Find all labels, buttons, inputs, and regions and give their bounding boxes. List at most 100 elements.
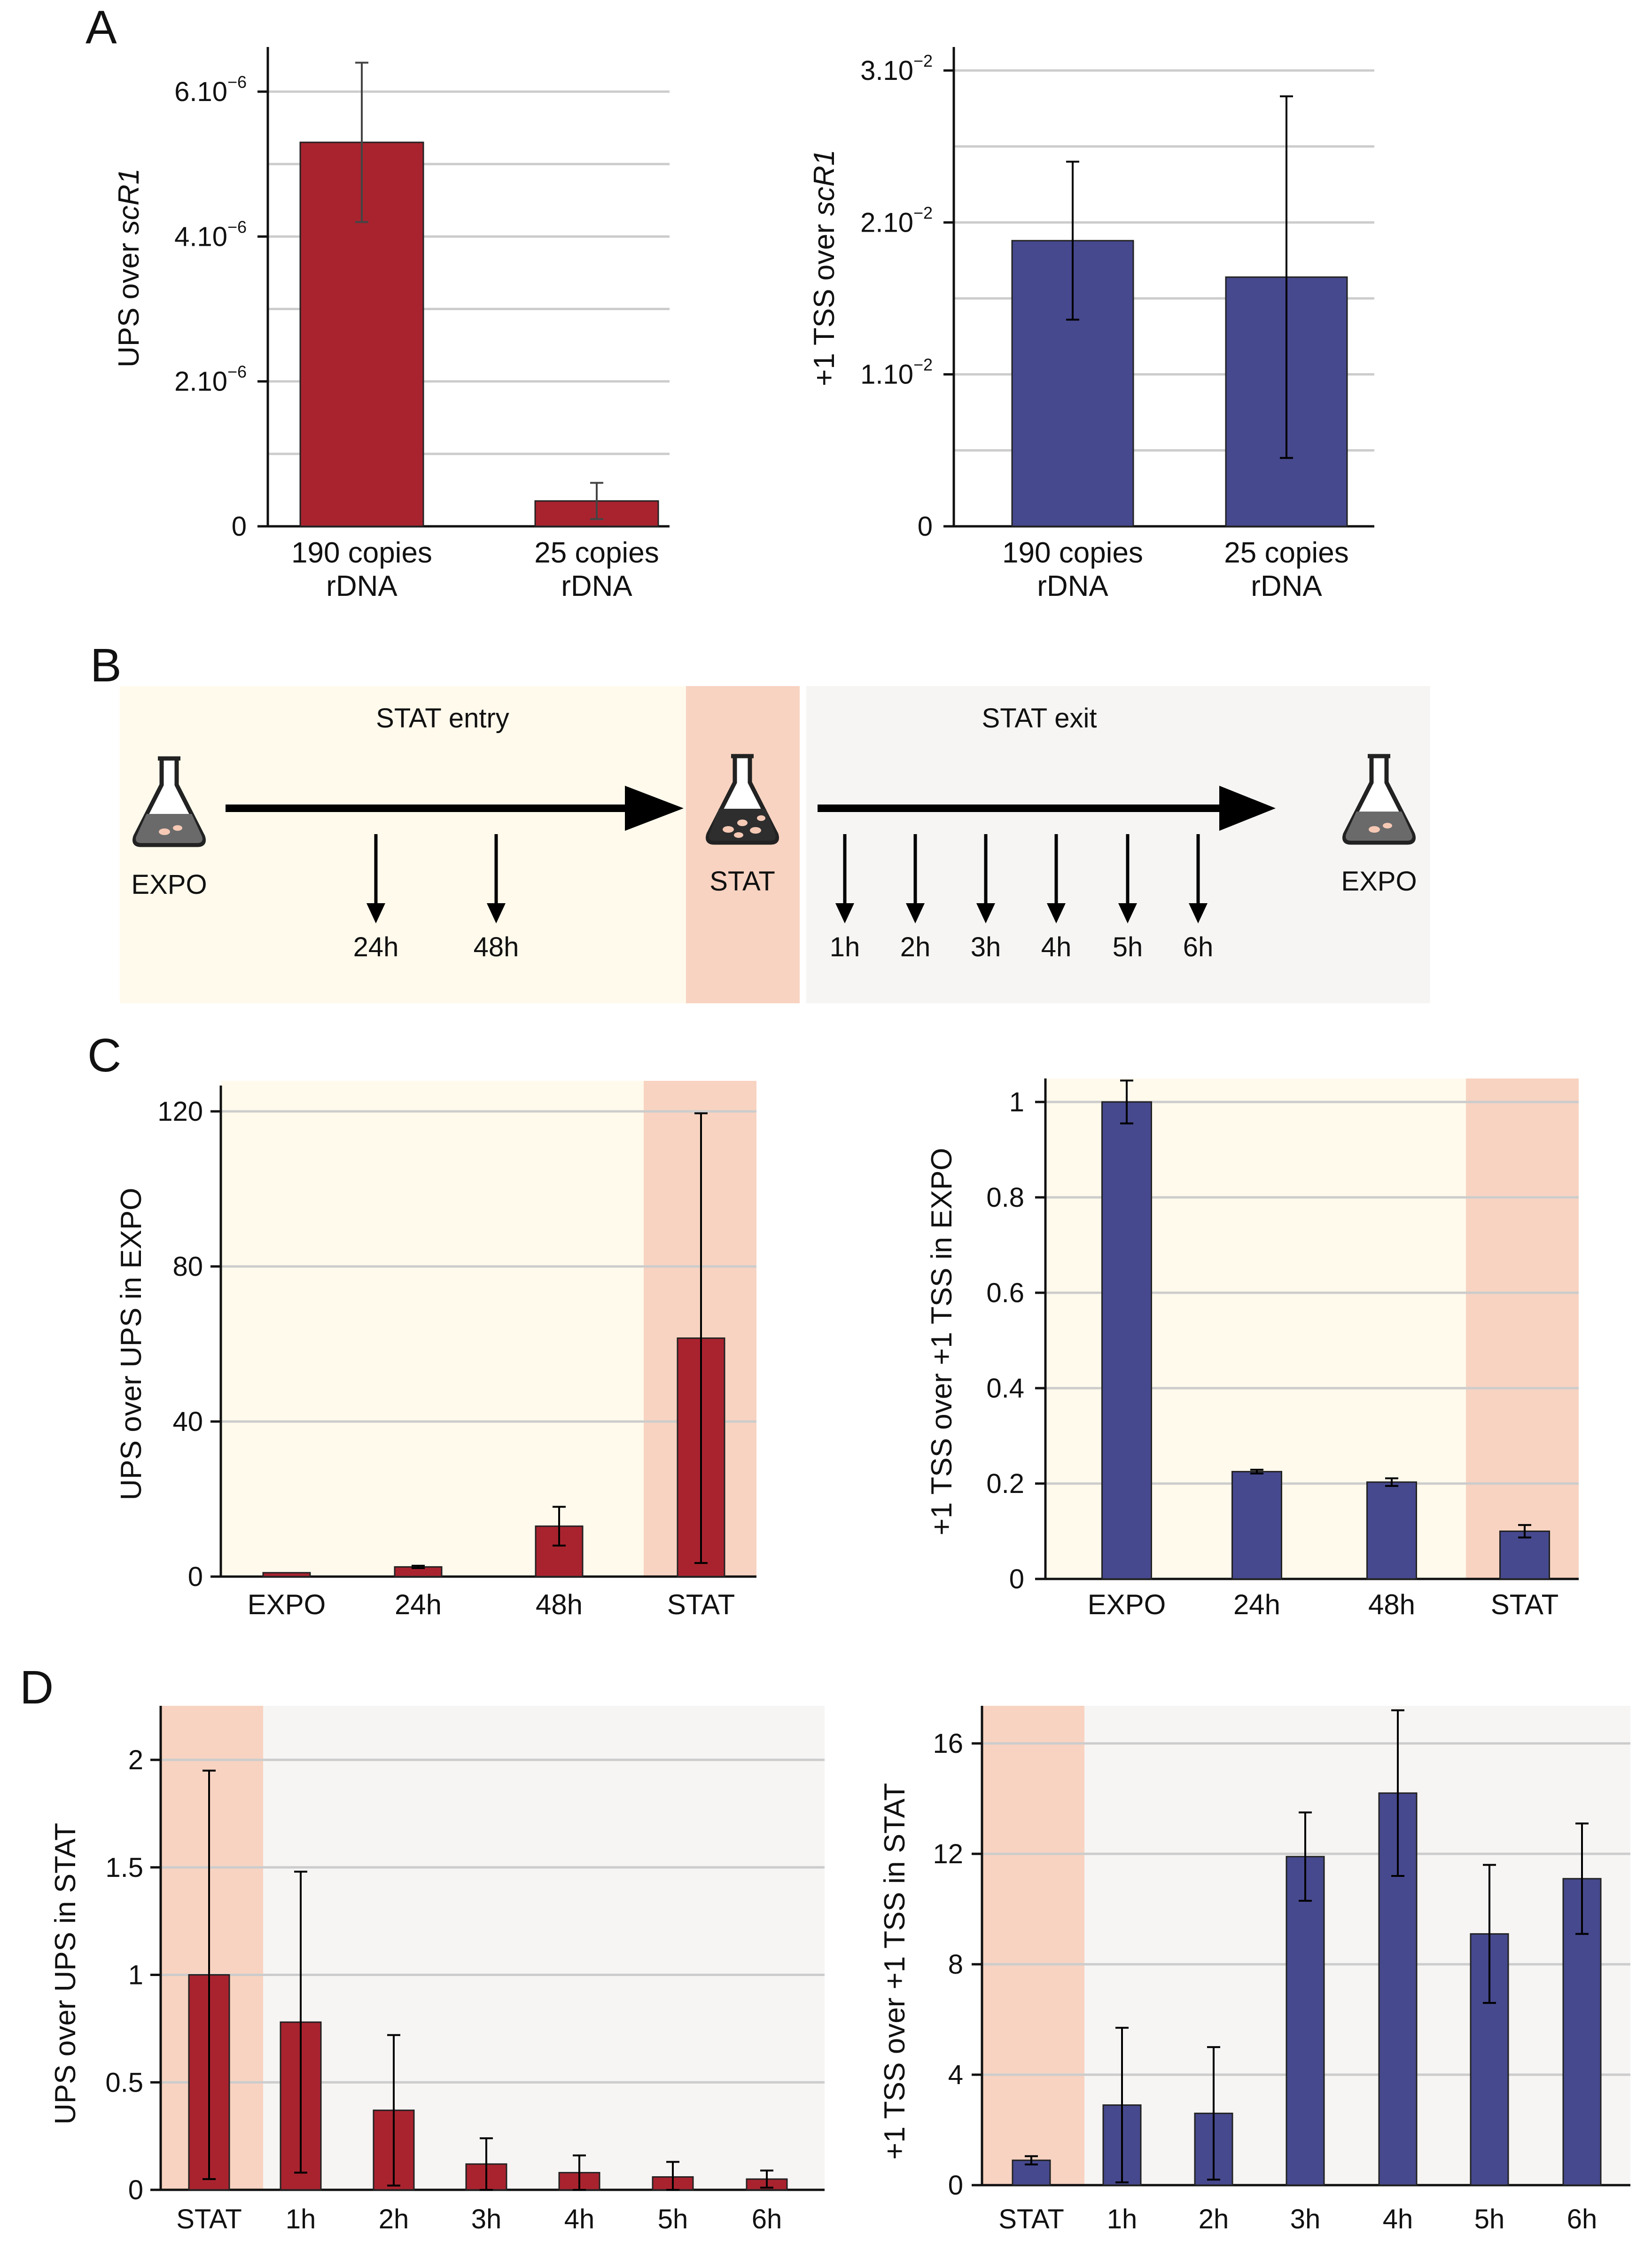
x-tick-label: 5h (658, 2204, 688, 2234)
entry-time-label-24h: 24h (353, 932, 399, 962)
y-axis-label: UPS over scR1 (113, 168, 145, 367)
x-tick-label: STAT (176, 2204, 242, 2234)
bar-2 (1366, 1481, 1417, 1580)
bar-3 (1499, 1531, 1550, 1580)
y-tick-label: 0 (128, 2175, 143, 2205)
exit-time-arrowhead-4h (1047, 903, 1066, 923)
chart-d-tss-over-stat: 0 4 8 12 16 +1 TSS over +1 TSS in STAT STAT 1h 2… (879, 1706, 1630, 2234)
y-tick-label: 1.10−2 (860, 355, 933, 390)
chart-d-ups-over-stat: 0 0.5 1 1.5 2 UPS over UPS in STAT STAT 1h 2h 3h 4… (49, 1706, 825, 2234)
stat-entry-arrowhead (625, 786, 684, 831)
bar-1 (1231, 1471, 1282, 1580)
x-tick-label: 48h (536, 1589, 583, 1620)
entry-timepoints: 24h 48h (353, 834, 519, 962)
x-tick-label: 48h (1368, 1589, 1415, 1620)
panel-label-b: B (90, 639, 122, 692)
x-tick-label: 1h (286, 2204, 316, 2234)
y-tick-label: 120 (157, 1096, 203, 1127)
chart-a-tss-over-scr1: 0 1.10−2 2.10−2 3.10−2 +1 TSS over scR1 190 c… (808, 47, 1374, 602)
y-tick-label: 16 (933, 1728, 963, 1759)
y-tick-label: 4.10−6 (174, 217, 247, 252)
exit-time-label-2h: 2h (900, 932, 931, 962)
exit-time-arrowhead-5h (1118, 903, 1137, 923)
exit-time-label-6h: 6h (1183, 932, 1214, 962)
x-tick-label: 3h (471, 2204, 502, 2234)
y-tick-label: 0.8 (986, 1182, 1024, 1213)
x-tick-label: 5h (1474, 2204, 1505, 2234)
y-tick-label: 2.10−2 (860, 203, 933, 238)
exit-time-label-3h: 3h (971, 932, 1001, 962)
x-tick-label-line2: rDNA (326, 570, 397, 602)
exit-time-arrowhead-6h (1189, 903, 1208, 923)
x-tick-label: 24h (395, 1589, 442, 1620)
y-tick-label: 2 (128, 1745, 143, 1775)
x-tick-label: 190 copies (291, 537, 432, 569)
stat-exit-label: STAT exit (982, 703, 1097, 734)
y-axis-label: UPS over UPS in EXPO (115, 1187, 148, 1500)
exit-time-arrowhead-2h (906, 903, 925, 923)
flask-expo-end-icon (1342, 754, 1416, 845)
stat-entry-background (120, 686, 686, 1003)
entry-time-arrowhead-24h (366, 903, 385, 923)
x-tick-label: 25 copies (1224, 537, 1348, 569)
y-tick-label: 8 (948, 1949, 963, 1980)
stat-highlight (1466, 1078, 1579, 1579)
plot-background (161, 1706, 825, 2190)
x-tick-label: 4h (1383, 2204, 1413, 2234)
x-tick-label-line2: rDNA (1251, 570, 1322, 602)
panel-label-a: A (86, 1, 117, 54)
y-tick-label: 0.2 (986, 1469, 1024, 1499)
y-tick-label: 0 (188, 1562, 203, 1592)
y-tick-label: 6.10−6 (174, 72, 247, 107)
exit-time-label-4h: 4h (1041, 932, 1072, 962)
x-tick-label-line2: rDNA (1037, 570, 1108, 602)
y-tick-label: 0 (232, 511, 247, 542)
x-tick-label-line2: rDNA (561, 570, 632, 602)
x-tick-label: 2h (1199, 2204, 1229, 2234)
x-tick-label: STAT (1491, 1589, 1558, 1620)
bar-3 (1286, 1856, 1325, 2186)
flask-expo-start-icon (132, 756, 206, 847)
flask-stat-label: STAT (709, 866, 775, 897)
y-tick-label: 1 (128, 1960, 143, 1991)
x-tick-label: 24h (1233, 1589, 1280, 1620)
x-tick-label: 1h (1107, 2204, 1138, 2234)
x-tick-label: 2h (379, 2204, 409, 2234)
chart-a-ups-over-scr1: 0 2.10−6 4.10−6 6.10−6 UPS over scR1 190 copi… (113, 47, 670, 602)
entry-time-arrowhead-48h (487, 903, 506, 923)
flask-end-label: EXPO (1341, 866, 1417, 897)
x-tick-label: 4h (564, 2204, 595, 2234)
x-tick-label: EXPO (248, 1589, 326, 1620)
y-axis-label: +1 TSS over +1 TSS in STAT (879, 1783, 911, 2160)
exit-time-label-5h: 5h (1113, 932, 1143, 962)
y-tick-label: 0.4 (986, 1373, 1024, 1404)
exit-time-arrowhead-1h (835, 903, 854, 923)
flask-stat-icon (706, 754, 779, 845)
x-tick-label: 25 copies (534, 537, 659, 569)
flask-start-label: EXPO (131, 869, 207, 900)
stat-entry-label: STAT entry (376, 703, 509, 734)
chart-c-tss-over-expo: 0 0.2 0.4 0.6 0.8 1 +1 TSS over +1 TSS in EXPO… (926, 1078, 1579, 1620)
y-axis-label: UPS over UPS in STAT (49, 1823, 82, 2125)
x-tick-label: STAT (998, 2204, 1064, 2234)
y-tick-label: 2.10−6 (174, 362, 247, 397)
y-tick-label: 12 (933, 1839, 963, 1869)
stat-highlight (982, 1706, 1084, 2185)
timeline-diagram: STAT entry STAT exit EXPO STAT EXPO 24 (120, 686, 1430, 1003)
y-tick-label: 0.6 (986, 1278, 1024, 1308)
bar-0 (1101, 1101, 1152, 1580)
panel-label-d: D (20, 1661, 54, 1714)
chart-c-ups-over-expo: 0 40 80 120 UPS over UPS in EXPO EXPO 24h 48h ST… (115, 1081, 756, 1620)
x-tick-label: STAT (667, 1589, 735, 1620)
y-tick-label: 3.10−2 (860, 51, 933, 86)
y-tick-label: 4 (948, 2060, 963, 2090)
x-tick-label: 190 copies (1002, 537, 1143, 569)
stat-exit-arrowhead (1219, 786, 1276, 831)
y-axis-label: +1 TSS over scR1 (808, 149, 841, 386)
y-tick-label: 1 (1009, 1087, 1024, 1117)
x-tick-label: 6h (1567, 2204, 1597, 2234)
y-tick-label: 0.5 (105, 2067, 143, 2098)
y-tick-label: 1.5 (105, 1852, 143, 1883)
y-tick-label: 0 (918, 511, 933, 542)
